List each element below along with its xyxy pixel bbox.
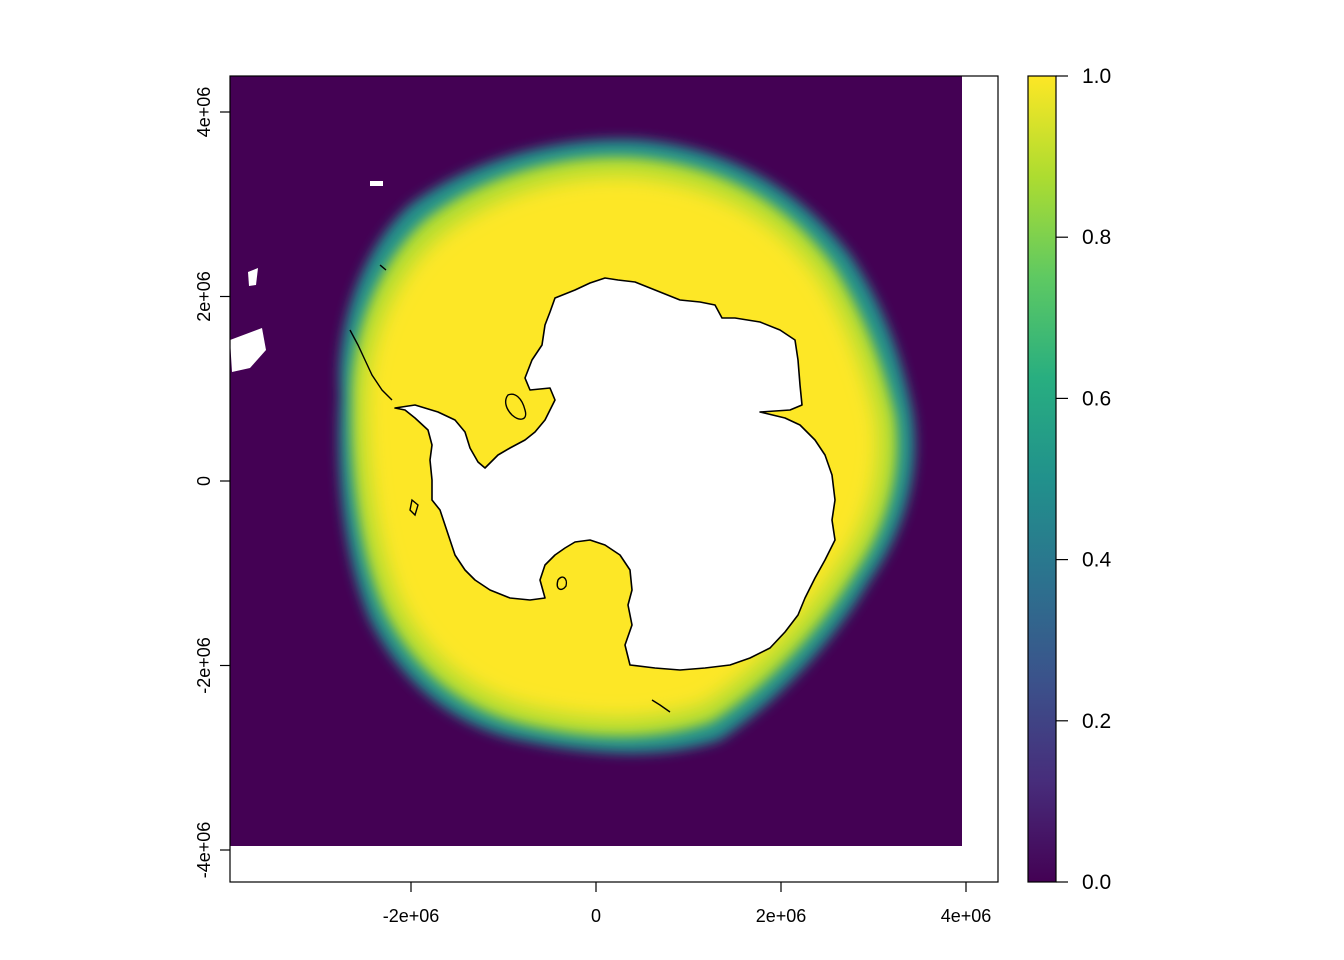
colorbar-tick-label: 0.0 [1082, 871, 1111, 894]
x-tick-label: 0 [591, 906, 601, 926]
y-tick-label: 0 [194, 476, 214, 486]
y-axis: -4e+06 -2e+06 0 2e+06 4e+06 [194, 87, 230, 879]
nodata-patch [248, 268, 258, 286]
x-axis: -2e+06 0 2e+06 4e+06 [383, 882, 992, 926]
x-tick-label: 4e+06 [941, 906, 992, 926]
peninsula-coast [349, 329, 393, 401]
x-tick-label: 2e+06 [756, 906, 807, 926]
island-outline [409, 498, 419, 517]
y-tick-label: 2e+06 [194, 271, 214, 322]
antarctica-landmass [349, 264, 836, 713]
y-tick-label: -4e+06 [194, 822, 214, 879]
colorbar-tick-label: 1.0 [1082, 65, 1111, 88]
island-outline [651, 699, 671, 713]
nodata-patch [370, 181, 383, 186]
plot-border [229, 75, 999, 883]
colorbar-border [1027, 75, 1057, 883]
colorbar-tick-label: 0.2 [1082, 710, 1111, 733]
land-fill [394, 277, 836, 671]
colorbar-tick-label: 0.4 [1082, 549, 1112, 572]
colorbar-tick-label: 0.6 [1082, 387, 1111, 410]
x-tick-label: -2e+06 [383, 906, 440, 926]
y-tick-label: 4e+06 [194, 87, 214, 138]
ice-shelf-outline [556, 576, 568, 591]
colorbar-tick-label: 0.8 [1082, 226, 1111, 249]
island-outline [379, 264, 387, 271]
y-tick-label: -2e+06 [194, 637, 214, 694]
colorbar-gradient [1028, 76, 1056, 882]
nodata-patch [230, 328, 266, 372]
colorbar-legend: 0.0 0.2 0.4 0.6 0.8 1.0 [1027, 65, 1112, 894]
ice-shelf-outline [504, 393, 527, 420]
